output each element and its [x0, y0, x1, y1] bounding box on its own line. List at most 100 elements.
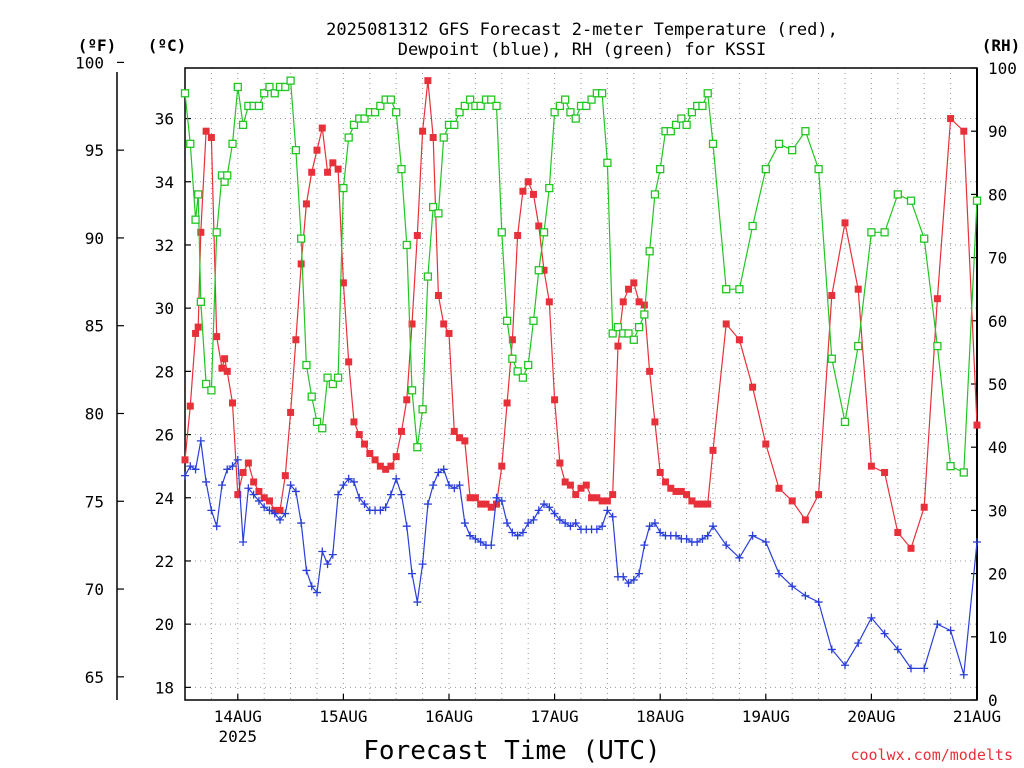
temperature-point	[239, 468, 247, 476]
rh-point	[186, 139, 195, 148]
temperature-point	[709, 446, 717, 454]
dewpoint-point	[323, 560, 332, 569]
temperature-point	[815, 491, 823, 499]
temperature-point	[598, 497, 606, 505]
temperature-point	[281, 472, 289, 480]
temperature-point	[672, 487, 680, 495]
rh-point	[561, 95, 570, 104]
dewpoint-point	[349, 477, 358, 486]
temperature-point	[403, 396, 411, 404]
temperature-point	[207, 134, 215, 142]
rh-point	[423, 272, 433, 281]
rh-point	[307, 392, 316, 401]
rh-point	[476, 101, 485, 111]
rh-point	[566, 108, 575, 117]
rh-point	[959, 468, 968, 477]
dewpoint-point	[814, 598, 823, 607]
temperature-point	[461, 437, 469, 445]
rh-point	[392, 108, 401, 117]
rh-point	[439, 133, 448, 142]
dewpoint-point	[545, 503, 554, 512]
rh-tick-label: 70	[988, 249, 1007, 268]
x-tick-label: 21AUG	[953, 707, 1001, 726]
temperature-point	[881, 468, 889, 476]
rh-point	[608, 329, 617, 338]
dewpoint-point	[946, 626, 955, 635]
rh-tick-label: 60	[988, 312, 1007, 331]
dewpoint-point	[471, 534, 480, 543]
temperature-point	[704, 500, 712, 508]
temperature-point	[582, 481, 590, 489]
temperature-point	[318, 124, 326, 132]
rh-point	[349, 120, 359, 130]
temperature-point	[186, 402, 194, 410]
temperature-point	[762, 440, 770, 448]
temperature-point	[361, 440, 369, 448]
dewpoint-point	[907, 664, 915, 673]
dewpoint-point	[313, 588, 321, 597]
dewpoint-point	[212, 522, 221, 531]
rh-point	[603, 158, 612, 167]
rh-point	[302, 360, 311, 370]
dewpoint-point	[328, 550, 337, 559]
dewpoint-point	[709, 522, 717, 531]
rh-point	[735, 285, 744, 294]
fahrenheit-tick-label: 95	[85, 141, 104, 160]
temperature-point	[345, 358, 353, 366]
dewpoint-point	[518, 528, 527, 537]
rh-point	[397, 164, 406, 174]
rh-point	[212, 228, 221, 237]
rh-point	[429, 202, 438, 212]
dewpoint-point	[181, 471, 189, 480]
x-tick-label: 16AUG	[425, 707, 473, 726]
dewpoint-point	[841, 661, 849, 670]
rh-point	[703, 89, 712, 98]
temperature-point	[308, 168, 316, 176]
rh-point	[508, 354, 517, 363]
rh-point	[434, 209, 443, 218]
rh-point	[587, 95, 596, 104]
dewpoint-point	[455, 481, 464, 490]
dewpoint-point	[722, 541, 731, 550]
temperature-point	[424, 77, 432, 85]
rh-point	[180, 89, 190, 98]
rh-point	[524, 360, 533, 370]
dewpoint-point	[959, 670, 968, 679]
temperature-point	[192, 329, 200, 337]
dewpoint-point	[217, 481, 226, 490]
dewpoint-point	[698, 534, 707, 543]
rh-point	[640, 310, 649, 319]
rh-point	[687, 108, 697, 117]
dewpoint-point	[291, 487, 300, 496]
rh-point	[666, 127, 675, 136]
rh-point	[254, 101, 264, 111]
dewpoint-point	[423, 500, 432, 509]
temperature-point	[960, 127, 968, 135]
temperature-point	[302, 200, 310, 208]
dewpoint-point	[788, 582, 797, 591]
dewpoint-point	[254, 496, 263, 505]
rh-point	[297, 234, 306, 243]
temperature-point	[828, 292, 836, 300]
temperature-point	[603, 497, 611, 505]
temperature-point	[683, 491, 691, 499]
celsius-tick-label: 24	[155, 489, 174, 508]
dewpoint-point	[513, 531, 522, 540]
temperature-point	[841, 219, 849, 227]
dewpoint-point	[529, 515, 538, 524]
temperature-point	[255, 487, 263, 495]
temperature-point	[382, 465, 390, 473]
unit-celsius-label: (ºC)	[148, 36, 187, 55]
dewpoint-point	[397, 490, 406, 499]
dewpoint-point	[867, 613, 876, 622]
rh-point	[722, 285, 731, 294]
rh-point	[228, 139, 237, 148]
rh-point	[286, 76, 295, 85]
rh-point	[265, 82, 274, 92]
dewpoint-point	[524, 519, 533, 528]
dewpoint-point	[492, 493, 501, 502]
dewpoint-point	[497, 496, 506, 505]
rh-point	[529, 316, 538, 325]
celsius-tick-label: 28	[155, 362, 174, 381]
